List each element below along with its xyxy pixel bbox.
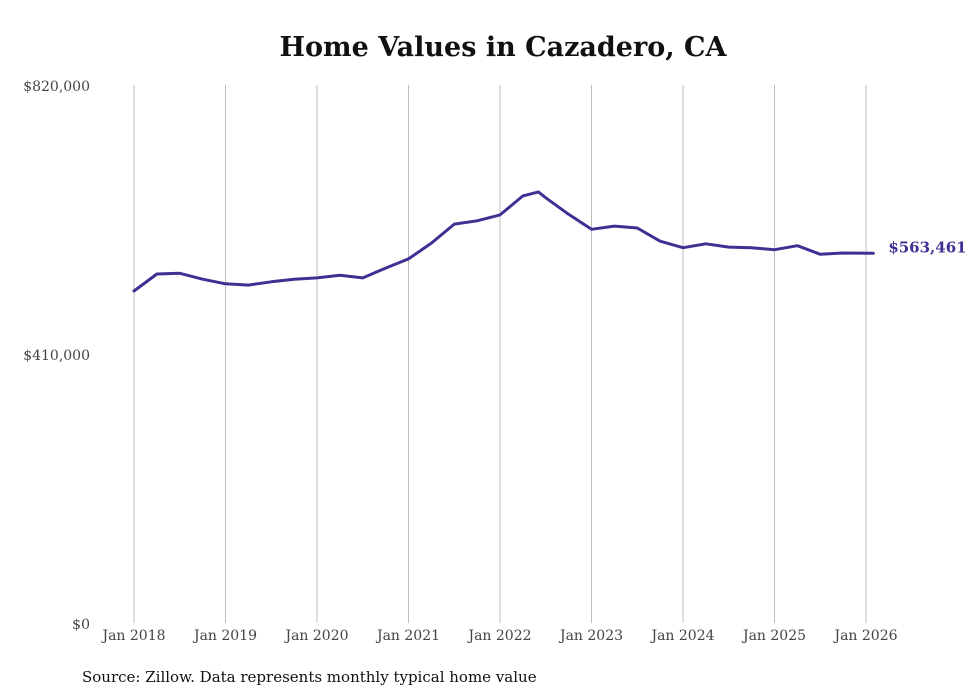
source-note: Source: Zillow. Data represents monthly … <box>82 668 537 686</box>
x-tick-label: Jan 2019 <box>192 628 257 644</box>
x-tick-label: Jan 2018 <box>100 628 165 644</box>
chart-title: Home Values in Cazadero, CA <box>279 32 727 63</box>
end-value-label: $563,461 <box>888 238 966 256</box>
y-tick-label: $0 <box>72 617 90 633</box>
x-tick-label: Jan 2021 <box>375 628 440 644</box>
x-tick-label: Jan 2022 <box>466 628 531 644</box>
x-tick-label: Jan 2020 <box>283 628 348 644</box>
y-tick-label: $410,000 <box>23 348 90 364</box>
y-tick-label: $820,000 <box>23 79 90 95</box>
x-tick-label: Jan 2023 <box>558 628 623 644</box>
series-line <box>132 190 875 293</box>
x-tick-label: Jan 2026 <box>832 628 897 644</box>
x-tick-label: Jan 2025 <box>741 628 806 644</box>
x-tick-label: Jan 2024 <box>649 628 714 644</box>
